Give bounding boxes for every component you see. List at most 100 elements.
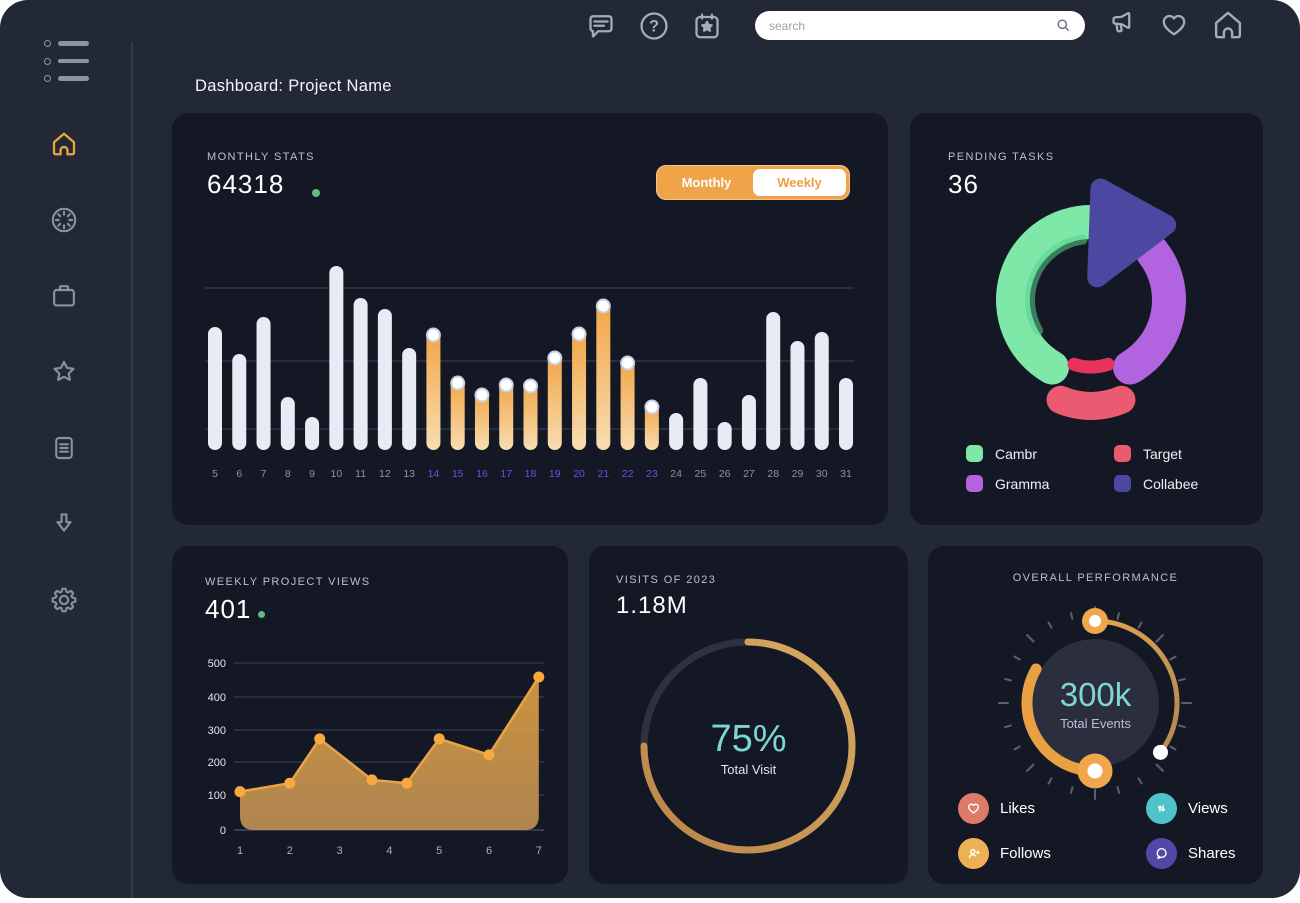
svg-text:500: 500 — [208, 658, 226, 670]
announcements-button[interactable] — [1106, 6, 1142, 44]
card-label: OVERALL PERFORMANCE — [1012, 572, 1179, 584]
status-dot — [312, 189, 320, 197]
sidebar-divider — [131, 42, 133, 898]
legend-item: Collabee — [1114, 475, 1198, 492]
legend-label: Follows — [1000, 845, 1051, 862]
svg-text:22: 22 — [622, 468, 634, 480]
legend-swatch — [1114, 445, 1131, 462]
performance-card: OVERALL PERFORMANCE 300k Total Events Li… — [928, 546, 1263, 884]
svg-text:26: 26 — [719, 468, 731, 480]
stat-value: 36 — [948, 169, 979, 199]
svg-text:29: 29 — [792, 468, 804, 480]
download-icon — [56, 513, 72, 532]
svg-text:14: 14 — [428, 468, 440, 480]
progress-percent: 75% — [710, 718, 787, 760]
legend-item: Views — [1146, 793, 1228, 824]
legend-item: Shares — [1146, 838, 1236, 869]
svg-text:21: 21 — [597, 468, 609, 480]
svg-text:10: 10 — [331, 468, 343, 480]
legend-item: Likes — [958, 793, 1035, 824]
sidebar-item-downloads[interactable] — [48, 508, 80, 540]
calendar-button[interactable] — [689, 7, 725, 45]
pending-tasks-card: PENDING TASKS 36 Cambr Target Gramma Col… — [910, 113, 1263, 525]
legend-label: Likes — [1000, 800, 1036, 817]
home-button[interactable] — [1209, 6, 1247, 44]
legend-label: Collabee — [1143, 475, 1199, 492]
svg-text:20: 20 — [573, 468, 585, 480]
card-label: VISITS OF 2023 — [616, 574, 717, 586]
sidebar-item-projects[interactable] — [48, 280, 80, 312]
card-label: PENDING TASKS — [948, 151, 1055, 163]
sidebar-item-favorites[interactable] — [48, 356, 80, 388]
megaphone-icon — [1112, 12, 1131, 33]
star-icon — [53, 360, 75, 382]
svg-text:300: 300 — [208, 725, 226, 737]
chat-bubble-icon — [1156, 847, 1167, 859]
svg-text:18: 18 — [525, 468, 537, 480]
legend-swatch — [966, 475, 983, 492]
search-icon — [1057, 19, 1069, 31]
legend-label: Views — [1188, 800, 1228, 817]
svg-text:24: 24 — [670, 468, 682, 480]
legend-item: Follows — [958, 838, 1051, 869]
svg-text:3: 3 — [337, 845, 343, 857]
visits-card: VISITS OF 2023 1.18M 75% Total Visit — [589, 546, 908, 884]
svg-text:28: 28 — [767, 468, 779, 480]
stat-value: 1.18M — [616, 592, 688, 619]
help-icon: ? — [640, 12, 668, 40]
svg-text:5: 5 — [212, 468, 218, 480]
favorites-button[interactable] — [1156, 7, 1192, 43]
gauge-sub-label: Total Events — [1060, 716, 1131, 731]
sidebar-nav — [48, 128, 80, 616]
heart-icon — [967, 803, 980, 814]
notes-icon — [55, 436, 73, 460]
monthly-bar-chart: 5 6 7 8 9 10 11 12 13 14 15 16 17 18 19 20 21 22 23 24 25 26 2… — [205, 266, 854, 480]
arrows-up-down-icon — [1157, 804, 1166, 813]
legend-swatch — [966, 445, 983, 462]
legend-item: Gramma — [966, 475, 1049, 492]
monthly-stats-card: 5 6 7 8 9 10 11 12 13 14 15 16 17 18 19 20 21 22 23 24 25 26 2… — [172, 113, 888, 525]
performance-gauge-chart — [998, 606, 1192, 800]
toggle-weekly-button[interactable]: Weekly — [753, 169, 846, 196]
page-title: Dashboard: Project Name — [195, 77, 392, 96]
home-icon — [52, 132, 76, 156]
svg-text:11: 11 — [355, 468, 366, 480]
legend-label: Shares — [1188, 845, 1236, 862]
status-dot — [258, 611, 265, 618]
svg-text:5: 5 — [436, 845, 442, 857]
stat-value: 401 — [205, 594, 252, 624]
svg-text:200: 200 — [208, 757, 226, 769]
visits-ring-chart — [640, 638, 856, 854]
svg-text:13: 13 — [403, 468, 415, 480]
chat-icon — [589, 15, 613, 38]
menu-icon — [44, 40, 96, 47]
help-button[interactable]: ? — [636, 7, 672, 45]
svg-text:2: 2 — [287, 845, 293, 857]
search-input[interactable] — [767, 17, 1054, 34]
legend-swatch — [1114, 475, 1131, 492]
svg-text:27: 27 — [743, 468, 755, 480]
svg-text:400: 400 — [208, 692, 226, 704]
legend-label: Target — [1143, 445, 1182, 462]
svg-text:25: 25 — [695, 468, 707, 480]
activity-spinner-icon — [51, 207, 77, 233]
card-label: MONTHLY STATS — [207, 151, 315, 163]
sidebar-item-activity[interactable] — [48, 204, 80, 236]
svg-text:15: 15 — [452, 468, 464, 480]
menu-button[interactable] — [44, 40, 96, 82]
card-label: WEEKLY PROJECT VIEWS — [205, 576, 371, 588]
svg-text:23: 23 — [646, 468, 658, 480]
svg-text:17: 17 — [500, 468, 512, 480]
search-bar[interactable] — [755, 11, 1085, 40]
sidebar-item-notes[interactable] — [48, 432, 80, 464]
svg-text:8: 8 — [285, 468, 291, 480]
toggle-monthly-button[interactable]: Monthly — [681, 175, 732, 190]
weekly-area-chart: 500 400 300 200 100 01 2 3 4 5 6 7 — [208, 658, 545, 857]
heart-icon — [1162, 14, 1186, 36]
sidebar-item-settings[interactable] — [48, 584, 80, 616]
svg-text:?: ? — [649, 18, 659, 36]
calendar-star-icon — [695, 13, 719, 39]
svg-text:4: 4 — [386, 845, 392, 857]
sidebar-item-home[interactable] — [48, 128, 80, 160]
chat-button[interactable] — [583, 7, 619, 45]
